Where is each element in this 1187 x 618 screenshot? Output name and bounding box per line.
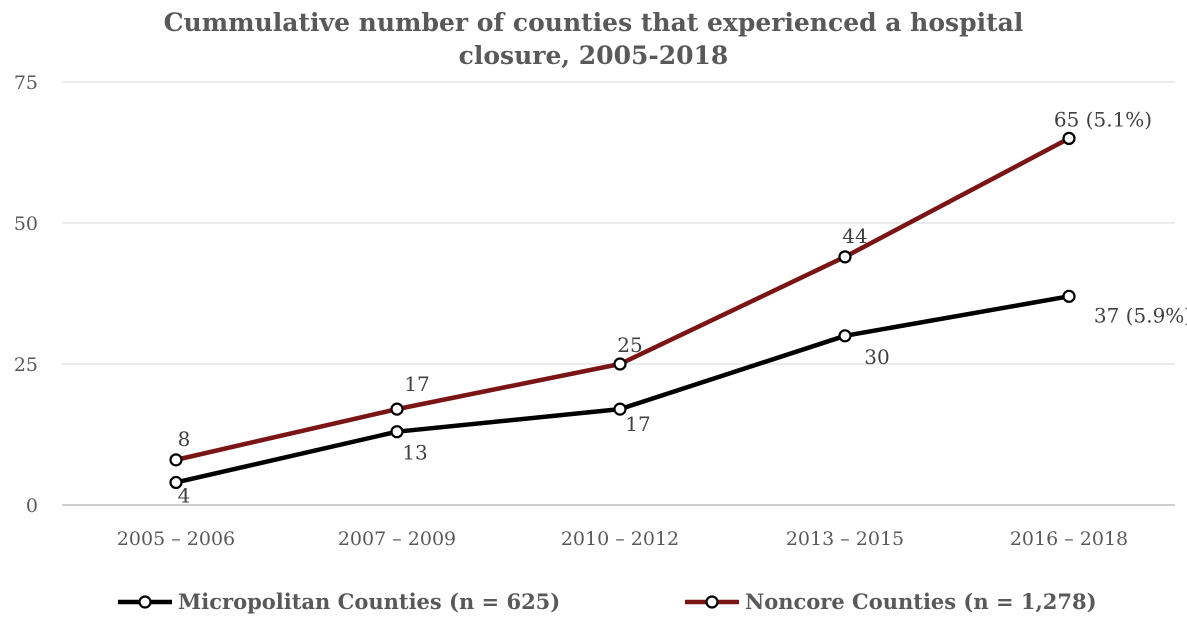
chart-title-line-2: closure, 2005-2018 bbox=[458, 41, 729, 70]
x-tick-label: 2007 – 2009 bbox=[338, 528, 456, 550]
x-tick-label: 2010 – 2012 bbox=[561, 528, 679, 550]
data-point-noncore bbox=[390, 402, 404, 416]
data-label-noncore: 65 (5.1%) bbox=[1054, 107, 1152, 131]
data-label-micropolitan: 13 bbox=[402, 441, 427, 465]
y-tick-label: 75 bbox=[14, 72, 38, 94]
x-tick-label: 2016 – 2018 bbox=[1010, 528, 1128, 550]
data-point-noncore bbox=[1062, 131, 1076, 145]
x-tick-label: 2013 – 2015 bbox=[786, 528, 904, 550]
data-label-micropolitan: 4 bbox=[178, 483, 191, 507]
legend-label-noncore: Noncore Counties (n = 1,278) bbox=[745, 589, 1097, 614]
data-point-micropolitan bbox=[838, 329, 852, 343]
y-tick-label: 25 bbox=[14, 354, 38, 376]
y-tick-label: 0 bbox=[26, 495, 38, 517]
chart-title: Cummulative number of counties that expe… bbox=[0, 6, 1187, 72]
legend-marker-noncore bbox=[705, 595, 719, 609]
series-line-micropolitan bbox=[173, 294, 1072, 485]
legend-marker-micropolitan bbox=[138, 595, 152, 609]
data-point-micropolitan bbox=[1062, 289, 1076, 303]
chart-title-line-1: Cummulative number of counties that expe… bbox=[163, 8, 1024, 37]
data-label-micropolitan: 30 bbox=[864, 345, 889, 369]
legend-label-micropolitan: Micropolitan Counties (n = 625) bbox=[178, 589, 560, 614]
data-point-micropolitan bbox=[613, 402, 627, 416]
data-label-noncore: 25 bbox=[617, 333, 642, 357]
data-point-noncore bbox=[613, 357, 627, 371]
data-label-noncore: 44 bbox=[842, 224, 867, 248]
x-tick-label: 2005 – 2006 bbox=[117, 528, 235, 550]
data-point-noncore bbox=[838, 250, 852, 264]
y-tick-label: 50 bbox=[14, 213, 38, 235]
data-label-micropolitan: 17 bbox=[625, 412, 650, 436]
data-point-micropolitan bbox=[169, 475, 183, 490]
data-point-noncore bbox=[169, 453, 183, 467]
data-label-noncore: 8 bbox=[178, 427, 191, 451]
data-point-micropolitan bbox=[390, 425, 404, 439]
data-label-noncore: 17 bbox=[404, 372, 429, 396]
data-label-micropolitan: 37 (5.9%) bbox=[1094, 303, 1187, 327]
